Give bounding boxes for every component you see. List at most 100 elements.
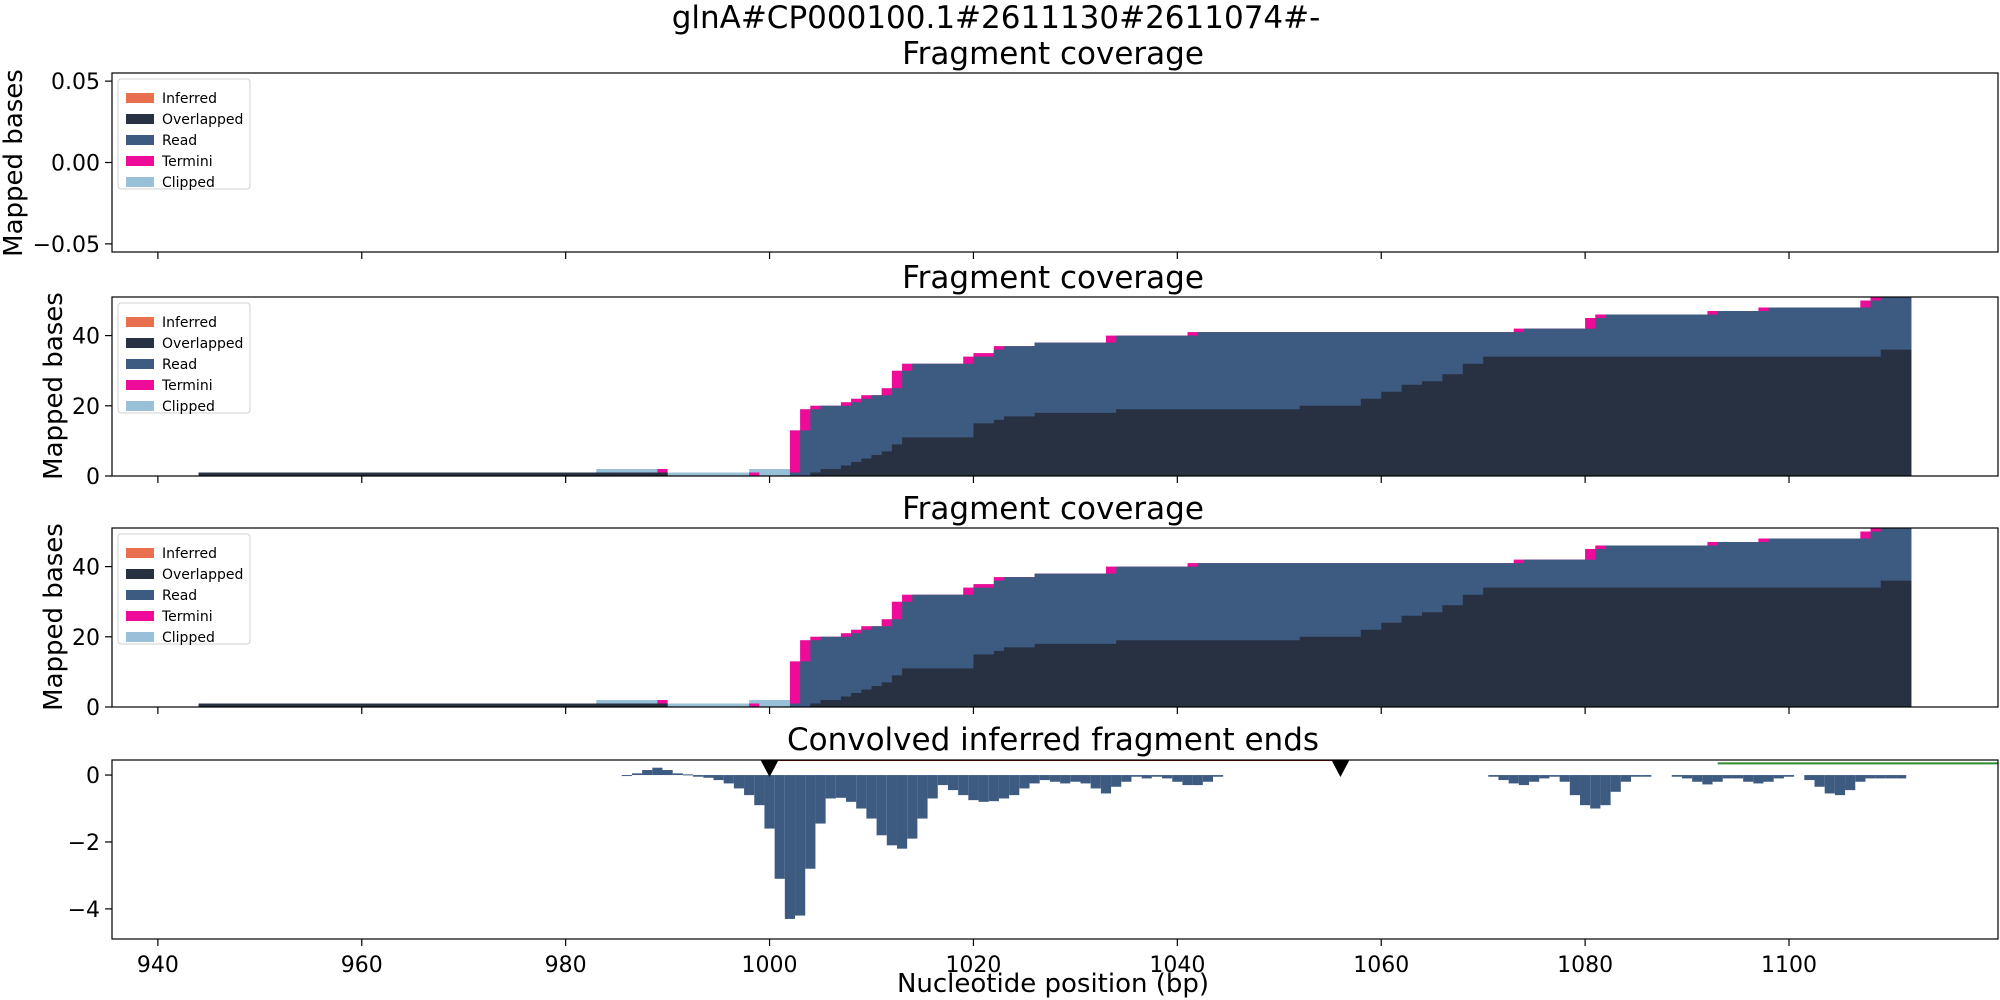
convolved-bar: [631, 773, 643, 776]
convolved-bar: [1141, 775, 1152, 779]
convolved-bar: [652, 767, 663, 776]
convolved-bar: [1202, 775, 1214, 782]
x-tick-label: 940: [137, 953, 179, 978]
convolved-bar: [1192, 775, 1203, 786]
panel-1-ylabel: Mapped bases: [0, 69, 29, 257]
legend-label-read: Read: [162, 588, 197, 604]
convolved-bar: [825, 775, 836, 799]
panel-1-frame: [111, 72, 1999, 253]
convolved-bar: [1060, 775, 1071, 784]
convolved-bar: [1743, 775, 1754, 782]
convolved-bar: [846, 775, 857, 802]
legend-label-clipped: Clipped: [162, 630, 215, 646]
convolved-bar: [1712, 775, 1723, 782]
panel-4-frame: [111, 759, 1999, 940]
y-tick-label: 40: [72, 325, 100, 350]
convolved-bar: [1070, 775, 1081, 782]
convolved-bar: [1722, 775, 1733, 779]
legend-label-inferred: Inferred: [162, 546, 217, 562]
convolved-bar: [754, 775, 765, 806]
convolved-bar: [1804, 775, 1815, 781]
convolved-bar: [1773, 775, 1784, 779]
convolved-bar: [886, 775, 897, 846]
convolved-bar: [866, 775, 877, 819]
convolved-bar: [968, 775, 979, 801]
x-tick-label: 1080: [1557, 953, 1613, 978]
panel-3-legend: Inferred Overlapped Read Termini Clipped: [117, 533, 251, 646]
convolved-bar: [1630, 775, 1642, 777]
convolved-bar: [1100, 775, 1112, 794]
x-tick-label: 1020: [945, 953, 1001, 978]
legend-swatch-termini: [126, 380, 154, 390]
panel-4-title: Convolved inferred fragment ends: [787, 722, 1319, 758]
convolved-bar: [998, 775, 1010, 799]
panel-4-plot-area: [621, 760, 1998, 919]
x-tick-label: 1040: [1149, 953, 1205, 978]
convolved-bar: [1488, 775, 1499, 777]
legend-label-inferred: Inferred: [162, 315, 217, 331]
convolved-bar: [1681, 775, 1693, 779]
convolved-bar: [1671, 775, 1682, 777]
convolved-bar: [764, 775, 775, 829]
convolved-bar: [723, 775, 734, 784]
convolved-bar: [662, 770, 673, 776]
legend-swatch-read: [126, 359, 154, 369]
y-tick-label: −4: [68, 898, 100, 923]
convolved-bar: [795, 775, 806, 916]
convolved-bar: [1580, 775, 1591, 806]
convolved-bar: [1875, 775, 1886, 779]
convolved-bar: [1498, 775, 1509, 781]
convolved-bar: [1834, 775, 1846, 796]
convolved-bar: [1529, 775, 1540, 782]
convolved-bar: [1824, 775, 1835, 794]
y-tick-label: 0.05: [51, 70, 100, 95]
convolved-bar: [1610, 775, 1621, 792]
panel-3-plot-area: [198, 528, 1912, 707]
legend-swatch-inferred: [126, 548, 154, 558]
y-tick-label: 0: [86, 696, 100, 721]
panel-2-frame: [111, 296, 1999, 477]
convolved-bar: [1029, 775, 1040, 784]
panel-1-title: Fragment coverage: [902, 36, 1204, 72]
x-axis-label: Nucleotide position (bp): [897, 969, 1209, 999]
y-tick-label: 0.00: [51, 152, 100, 177]
convolved-bar: [1111, 775, 1122, 787]
legend-swatch-read: [126, 590, 154, 600]
convolved-bar: [805, 775, 816, 869]
convolved-bar: [1814, 775, 1825, 787]
legend-swatch-read: [126, 135, 154, 145]
fragment-end-marker: [1331, 760, 1350, 777]
legend-swatch-overlapped: [126, 569, 154, 579]
panel-3-ylabel: Mapped bases: [39, 523, 69, 711]
legend-swatch-clipped: [126, 632, 154, 642]
panel-3-overlapped-area: [198, 580, 1912, 707]
convolved-bar: [693, 775, 704, 777]
panel-2-overlapped-area: [198, 349, 1912, 476]
convolved-bar: [1845, 775, 1856, 791]
convolved-bar: [1162, 775, 1173, 779]
convolved-bar: [1896, 775, 1907, 779]
legend-label-overlapped: Overlapped: [162, 112, 243, 128]
convolved-bar: [733, 775, 745, 789]
y-tick-label: −2: [68, 831, 100, 856]
x-tick-label: 1000: [742, 953, 798, 978]
panel-2: 0 20 40 Inferred Overlapped Read Termini Clippe…: [72, 296, 1999, 490]
y-tick-label: 20: [72, 395, 100, 420]
convolved-bar: [682, 774, 694, 776]
legend-label-clipped: Clipped: [162, 175, 215, 191]
panel-3-frame: [111, 527, 1999, 708]
convolved-bar: [1763, 775, 1774, 782]
legend-label-overlapped: Overlapped: [162, 567, 243, 583]
x-tick-label: 1060: [1353, 953, 1409, 978]
panels-layer: 0.05 0.00 −0.05 Inferred Overlapped Read Termi…: [33, 70, 1999, 978]
convolved-bar: [856, 775, 867, 809]
convolved-bar: [621, 775, 632, 777]
y-tick-label: 40: [72, 556, 100, 581]
convolved-bar: [1885, 775, 1897, 779]
convolved-bar: [1039, 775, 1050, 781]
convolved-bar: [703, 775, 714, 778]
convolved-bar: [1151, 775, 1163, 777]
fragment-end-marker: [760, 760, 779, 777]
convolved-bar: [937, 775, 948, 786]
panel-2-ylabel: Mapped bases: [39, 292, 69, 480]
